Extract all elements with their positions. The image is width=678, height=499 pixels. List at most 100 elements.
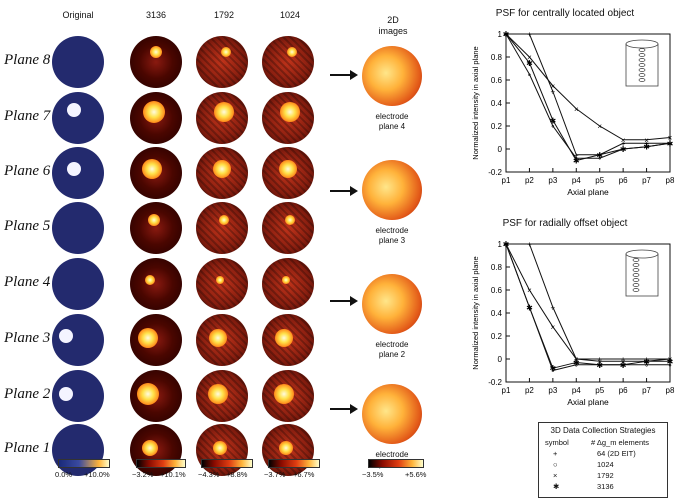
column-header-1024: 1024 bbox=[279, 10, 301, 20]
series-marker: ✱ bbox=[643, 143, 650, 152]
column-header-original: Original bbox=[62, 10, 94, 20]
legend-label: 3136 bbox=[597, 482, 614, 491]
series-marker: ✱ bbox=[550, 364, 557, 373]
hot-spot bbox=[274, 384, 294, 404]
reconstruction-disc bbox=[130, 370, 182, 422]
series-marker: ✱ bbox=[620, 145, 627, 154]
y-tick-label: 0.8 bbox=[491, 263, 503, 272]
plane-label: Plane 3 bbox=[4, 330, 51, 346]
hot-spot bbox=[138, 328, 158, 348]
legend-label: 64 (2D EIT) bbox=[597, 449, 636, 458]
reconstruction-disc bbox=[262, 36, 314, 88]
y-tick-label: 1 bbox=[498, 30, 503, 39]
arrow-line bbox=[330, 408, 352, 410]
object-marker bbox=[59, 387, 73, 401]
hot-spot bbox=[213, 160, 231, 178]
plot-offset: 1 0.8 0.6 0.4 0.2 0 -0.2p1 p2 p3 p4 p5 p6 p7 p8 Axial … bbox=[471, 240, 675, 407]
original-disc bbox=[52, 424, 104, 476]
y-axis-label: Normalized intensity in axial plane bbox=[471, 256, 480, 369]
series-marker: ✱ bbox=[596, 151, 603, 160]
original-disc bbox=[52, 147, 104, 199]
series-line bbox=[505, 33, 671, 141]
hot-spot bbox=[209, 329, 227, 347]
arrow-line bbox=[330, 300, 352, 302]
legend-symbol: × bbox=[553, 471, 558, 480]
plane-label: Plane 8 bbox=[4, 52, 51, 68]
reconstruction-disc bbox=[130, 314, 182, 366]
reconstruction-disc bbox=[130, 147, 182, 199]
series-marker: × bbox=[597, 122, 602, 131]
inset-object-ring bbox=[638, 48, 646, 52]
hot-spot bbox=[275, 329, 293, 347]
series-marker: × bbox=[621, 136, 626, 145]
x-tick-label: p1 bbox=[502, 176, 511, 185]
hot-spot bbox=[214, 102, 234, 122]
inset-object-ring bbox=[638, 68, 646, 72]
series-marker: × bbox=[668, 355, 673, 364]
series-marker: × bbox=[527, 286, 532, 295]
y-tick-label: 0.8 bbox=[491, 53, 503, 62]
x-tick-label: p6 bbox=[619, 176, 628, 185]
y-tick-label: 0.2 bbox=[491, 332, 503, 341]
hot-spot bbox=[148, 214, 160, 226]
original-disc bbox=[52, 370, 104, 422]
arrow-right-icon bbox=[350, 404, 358, 414]
series-marker: + bbox=[621, 139, 626, 148]
y-tick-label: 0.4 bbox=[491, 99, 503, 108]
series-marker: ∘ bbox=[550, 367, 555, 376]
series-marker: + bbox=[527, 240, 532, 249]
inset-object-ring bbox=[638, 73, 646, 77]
inset-object-ring bbox=[638, 63, 646, 67]
x-tick-label: p8 bbox=[666, 386, 675, 395]
x-tick-label: p4 bbox=[572, 176, 581, 185]
inset-object-ring bbox=[632, 278, 640, 282]
series-marker: + bbox=[644, 355, 649, 364]
arrow-line bbox=[330, 74, 352, 76]
reconstruction-disc bbox=[262, 314, 314, 366]
series-marker: + bbox=[644, 139, 649, 148]
series-marker: × bbox=[597, 357, 602, 366]
legend-col-elements: # Δg_m elements bbox=[591, 438, 649, 447]
series-marker: ✱ bbox=[573, 157, 580, 166]
plane-label: Plane 4 bbox=[4, 274, 51, 290]
colorbar-1792-min: −4.3% bbox=[198, 470, 220, 479]
hot-spot bbox=[219, 215, 229, 225]
original-disc bbox=[52, 202, 104, 254]
inset-object-ring bbox=[632, 283, 640, 287]
series-marker: ∘ bbox=[527, 70, 532, 79]
y-tick-label: 0 bbox=[498, 355, 503, 364]
y-tick-label: 0.2 bbox=[491, 122, 503, 131]
legend-symbol: + bbox=[553, 449, 558, 458]
inset-cylinder-top bbox=[625, 249, 659, 259]
inset-cylinder-body bbox=[625, 253, 659, 297]
series-line bbox=[506, 243, 670, 360]
series-marker: ✱ bbox=[550, 116, 557, 125]
colorbar-2d-min: −3.5% bbox=[362, 470, 384, 479]
legend-label: 1024 bbox=[597, 460, 614, 469]
image-2d-caption-line1: electrode bbox=[375, 226, 409, 235]
image-2d-caption-line2: plane 3 bbox=[378, 236, 406, 245]
series-marker: ✱ bbox=[667, 139, 674, 148]
arrow-right-icon bbox=[350, 186, 358, 196]
images-2d-header-line1: 2D bbox=[387, 15, 399, 25]
series-marker: + bbox=[597, 151, 602, 160]
hot-spot bbox=[285, 215, 295, 225]
colorbar-original-max: +10.0% bbox=[84, 470, 110, 479]
arrow-line bbox=[330, 190, 352, 192]
arrow-right-icon bbox=[350, 70, 358, 80]
series-marker: + bbox=[668, 139, 673, 148]
plane-label: Plane 6 bbox=[4, 163, 51, 179]
legend-box: 3D Data Collection Strategies symbol # Δ… bbox=[538, 422, 668, 498]
x-tick-label: p6 bbox=[619, 386, 628, 395]
colorbar-1792 bbox=[201, 459, 253, 468]
y-tick-label: 0 bbox=[498, 145, 503, 154]
reconstruction-disc bbox=[196, 202, 248, 254]
reconstruction-disc bbox=[196, 424, 248, 476]
image-2d bbox=[362, 46, 422, 106]
hot-spot bbox=[287, 47, 297, 57]
hot-spot bbox=[142, 440, 158, 456]
x-tick-label: p5 bbox=[595, 386, 604, 395]
reconstruction-disc bbox=[130, 258, 182, 310]
plane-label: Plane 1 bbox=[4, 440, 51, 456]
colorbar-3136-max: +10.1% bbox=[160, 470, 186, 479]
